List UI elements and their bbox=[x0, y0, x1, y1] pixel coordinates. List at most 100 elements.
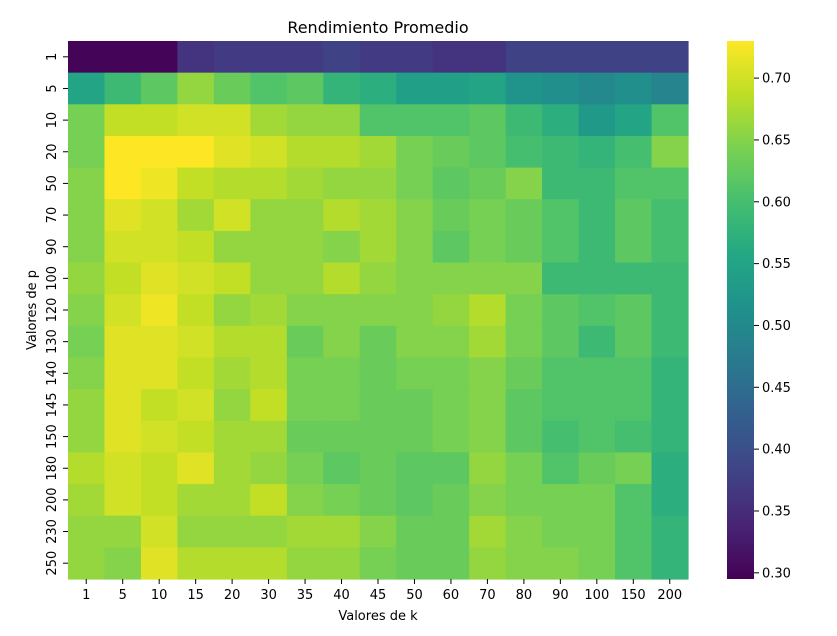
heatmap-cell bbox=[359, 72, 397, 105]
heatmap-cell bbox=[177, 547, 215, 580]
heatmap-cell bbox=[104, 135, 142, 169]
y-tick-label: 1 bbox=[45, 53, 60, 61]
heatmap-cell bbox=[359, 167, 397, 200]
heatmap-cell bbox=[213, 262, 251, 295]
heatmap-cell bbox=[469, 420, 507, 454]
heatmap-cell bbox=[396, 515, 434, 548]
x-tick-label: 20 bbox=[224, 588, 241, 603]
heatmap-cell bbox=[396, 135, 434, 169]
heatmap-cell bbox=[432, 167, 470, 200]
heatmap-cell bbox=[542, 41, 580, 74]
heatmap-cell bbox=[213, 72, 251, 105]
heatmap-cell bbox=[578, 262, 616, 295]
heatmap-cell bbox=[104, 420, 142, 454]
heatmap-cell bbox=[578, 389, 616, 422]
heatmap-cell bbox=[651, 357, 689, 390]
heatmap-cell bbox=[396, 199, 434, 232]
heatmap-cell bbox=[286, 135, 324, 169]
heatmap-cell bbox=[68, 135, 106, 169]
heatmap-cell bbox=[140, 420, 179, 454]
heatmap-cell bbox=[104, 199, 142, 232]
heatmap-cell bbox=[615, 484, 653, 517]
heatmap-cell bbox=[432, 452, 470, 485]
heatmap-cell bbox=[469, 104, 507, 137]
heatmap-cell bbox=[250, 72, 288, 105]
heatmap-cell bbox=[140, 167, 179, 200]
heatmap-cell bbox=[505, 547, 543, 580]
heatmap-cell bbox=[323, 515, 361, 548]
heatmap-cell bbox=[177, 262, 215, 295]
y-tick-label: 70 bbox=[45, 207, 60, 224]
heatmap-cell bbox=[615, 135, 653, 169]
heatmap-cell bbox=[250, 547, 288, 580]
heatmap-cell bbox=[140, 357, 179, 390]
heatmap-cell bbox=[177, 389, 215, 422]
heatmap-cell bbox=[396, 452, 434, 485]
heatmap-cell bbox=[469, 167, 507, 200]
heatmap-cell bbox=[104, 357, 142, 390]
heatmap-cell bbox=[578, 104, 616, 137]
heatmap-cell bbox=[651, 515, 689, 548]
heatmap-cell bbox=[542, 547, 580, 580]
heatmap-cell bbox=[359, 452, 397, 485]
heatmap-cell bbox=[578, 420, 616, 454]
heatmap-cell bbox=[250, 515, 288, 548]
heatmap-cell bbox=[432, 294, 470, 327]
heatmap-cell bbox=[505, 230, 543, 264]
heatmap-cell bbox=[396, 262, 434, 295]
heatmap-cell bbox=[104, 167, 142, 200]
heatmap-cell bbox=[578, 230, 616, 264]
heatmap-cell bbox=[104, 72, 142, 105]
heatmap-cell bbox=[140, 452, 179, 485]
heatmap-cell bbox=[578, 325, 616, 359]
heatmap-cell bbox=[250, 420, 288, 454]
x-tick-label: 70 bbox=[479, 588, 496, 603]
y-tick-label: 100 bbox=[45, 266, 60, 291]
heatmap-cell bbox=[140, 41, 179, 74]
heatmap-cell bbox=[213, 230, 251, 264]
heatmap-cell bbox=[469, 135, 507, 169]
heatmap-cell bbox=[104, 262, 142, 295]
heatmap-cell bbox=[104, 484, 142, 517]
heatmap-cell bbox=[542, 515, 580, 548]
heatmap-cell bbox=[323, 41, 361, 74]
heatmap-cell bbox=[68, 420, 106, 454]
heatmap-cell bbox=[615, 199, 653, 232]
y-tick-label: 90 bbox=[45, 238, 60, 255]
heatmap-cell bbox=[213, 104, 251, 137]
heatmap-cell bbox=[432, 325, 470, 359]
heatmap-cell bbox=[68, 104, 106, 137]
colorbar-tick-label: 0.70 bbox=[762, 72, 791, 87]
heatmap-cell bbox=[396, 41, 434, 74]
heatmap-cell bbox=[432, 72, 470, 105]
heatmap-cell bbox=[323, 72, 361, 105]
heatmap-cell bbox=[250, 230, 288, 264]
colorbar-tick-label: 0.30 bbox=[762, 566, 791, 581]
heatmap-cell bbox=[286, 420, 324, 454]
heatmap-cell bbox=[359, 135, 397, 169]
heatmap-cell bbox=[615, 515, 653, 548]
heatmap-cell bbox=[432, 420, 470, 454]
heatmap-cell bbox=[286, 452, 324, 485]
heatmap-cell bbox=[615, 72, 653, 105]
x-tick-label: 200 bbox=[657, 588, 682, 603]
heatmap-cell bbox=[542, 104, 580, 137]
heatmap-cell bbox=[432, 357, 470, 390]
heatmap-cell bbox=[323, 135, 361, 169]
heatmap-cell bbox=[469, 72, 507, 105]
heatmap-cell bbox=[651, 325, 689, 359]
heatmap-cell bbox=[396, 389, 434, 422]
heatmap-cell bbox=[542, 262, 580, 295]
heatmap-cell bbox=[432, 104, 470, 137]
heatmap-cell bbox=[213, 325, 251, 359]
heatmap-cell bbox=[140, 547, 179, 580]
y-tick-label: 145 bbox=[45, 393, 60, 418]
heatmap-cell bbox=[359, 262, 397, 295]
y-tick-label: 250 bbox=[45, 551, 60, 576]
heatmap-cell bbox=[505, 72, 543, 105]
heatmap-cell bbox=[250, 199, 288, 232]
x-tick-label: 10 bbox=[151, 588, 168, 603]
heatmap-cell bbox=[68, 547, 106, 580]
x-tick-label: 80 bbox=[516, 588, 533, 603]
